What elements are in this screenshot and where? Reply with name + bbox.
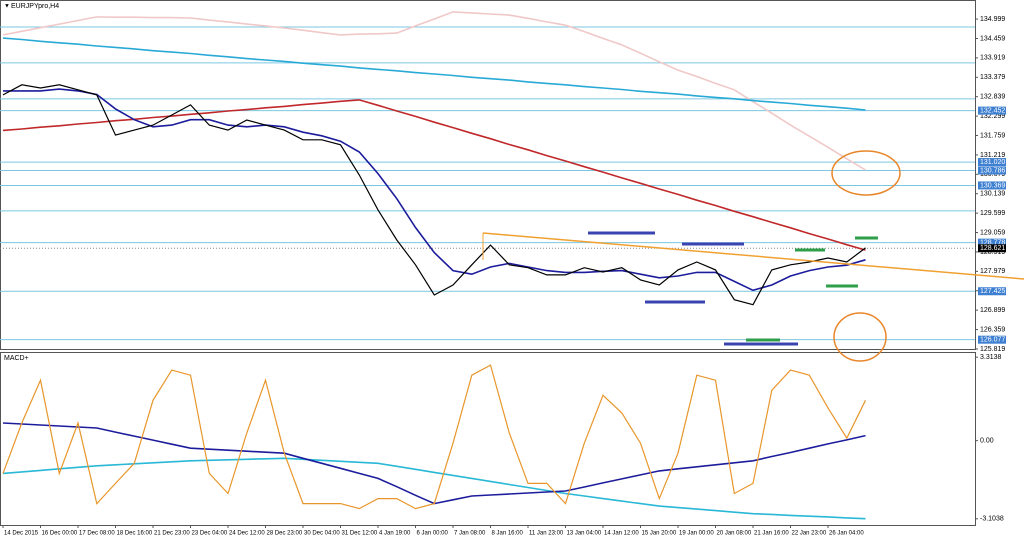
y-tick-label: 126.359 bbox=[980, 326, 1005, 333]
price-panel bbox=[0, 0, 976, 350]
x-tick-label: 17 Dec 08:00 bbox=[79, 531, 115, 537]
x-tick-label: 21 Dec 23:00 bbox=[154, 531, 190, 537]
y-tick-label: 134.999 bbox=[980, 16, 1005, 23]
x-tick-label: 11 Jan 23:00 bbox=[529, 531, 564, 537]
x-tick-label: 18 Dec 16:00 bbox=[117, 531, 153, 537]
level-label: 126.077 bbox=[980, 337, 1005, 344]
series-line bbox=[2, 37, 866, 111]
level-label: 128.778 bbox=[980, 239, 1005, 246]
series-line bbox=[2, 364, 867, 510]
annotations bbox=[482, 150, 1024, 362]
series-line bbox=[3, 88, 866, 292]
y-tick-label: 132.299 bbox=[980, 113, 1005, 120]
level-label: 130.369 bbox=[980, 182, 1005, 189]
highlight-ellipse bbox=[831, 150, 901, 196]
x-tick-label: 30 Dec 04:00 bbox=[304, 531, 340, 537]
y-tick-label: 3.3138 bbox=[980, 354, 1002, 361]
level-label-box bbox=[978, 158, 1006, 167]
level-label-box bbox=[978, 166, 1006, 175]
level-label: 131.020 bbox=[980, 159, 1005, 166]
y-tick-label: 125.819 bbox=[980, 346, 1005, 353]
x-tick-label: 6 Jan 00:00 bbox=[417, 531, 449, 537]
x-tick-label: 15 Jan 20:00 bbox=[642, 531, 677, 537]
x-tick-label: 28 Dec 23:00 bbox=[267, 531, 303, 537]
current-price-box bbox=[978, 244, 1006, 253]
x-tick-label: 16 Dec 00:00 bbox=[42, 531, 78, 537]
chart-title: EURJPYpro,H4 bbox=[11, 3, 59, 10]
level-label-box bbox=[978, 238, 1006, 247]
y-tick-label: 127.979 bbox=[980, 268, 1005, 275]
level-label-box bbox=[978, 106, 1006, 115]
trend-line bbox=[482, 232, 1024, 280]
x-tick-label: 13 Jan 04:00 bbox=[567, 531, 602, 537]
y-tick-label: 131.219 bbox=[980, 152, 1005, 159]
y-tick-label: 126.899 bbox=[980, 307, 1005, 314]
y-tick-label: 130.139 bbox=[980, 191, 1005, 198]
x-tick-label: 8 Jan 16:00 bbox=[492, 531, 524, 537]
y-tick-label: 132.839 bbox=[980, 94, 1005, 101]
y-tick-label: 130.679 bbox=[980, 171, 1005, 178]
x-tick-label: 20 Jan 08:00 bbox=[717, 531, 752, 537]
y-tick-label: 134.459 bbox=[980, 35, 1005, 42]
x-tick-label: 26 Jan 04:00 bbox=[829, 531, 864, 537]
y-tick-label: 133.379 bbox=[980, 74, 1005, 81]
x-tick-label: 22 Jan 23:00 bbox=[792, 531, 827, 537]
series-line bbox=[2, 11, 866, 171]
x-tick-label: 7 Jan 08:00 bbox=[454, 531, 486, 537]
series-line bbox=[2, 99, 866, 251]
level-label: 127.425 bbox=[980, 288, 1005, 295]
level-label-box bbox=[978, 335, 1006, 344]
series-line bbox=[2, 84, 866, 306]
highlight-ellipse bbox=[833, 312, 887, 362]
x-tick-label: 31 Dec 12:00 bbox=[342, 531, 378, 537]
y-tick-label: 129.599 bbox=[980, 210, 1005, 217]
menu-arrow: ▼ bbox=[4, 4, 10, 10]
y-tick-label: -3.1038 bbox=[980, 516, 1004, 523]
level-label-box bbox=[978, 287, 1006, 296]
y-tick-label: 0.00 bbox=[980, 437, 994, 444]
y-tick-label: 128.519 bbox=[980, 249, 1005, 256]
x-tick-label: 23 Dec 04:00 bbox=[192, 531, 228, 537]
x-tick-label: 14 Dec 2015 bbox=[4, 531, 39, 537]
x-tick-label: 19 Jan 00:00 bbox=[679, 531, 714, 537]
x-tick-label: 21 Jan 16:00 bbox=[754, 531, 789, 537]
x-tick-label: 4 Jan 19:00 bbox=[379, 531, 411, 537]
macd-panel bbox=[0, 352, 976, 526]
y-tick-label: 131.759 bbox=[980, 132, 1005, 139]
level-label: 130.786 bbox=[980, 167, 1005, 174]
x-tick-label: 14 Jan 12:00 bbox=[604, 531, 639, 537]
macd-title: MACD+ bbox=[4, 355, 29, 362]
current-price-label: 128.621 bbox=[980, 245, 1005, 252]
x-tick-label: 24 Dec 12:00 bbox=[229, 531, 265, 537]
y-tick-label: 129.059 bbox=[980, 229, 1005, 236]
y-tick-label: 133.919 bbox=[980, 55, 1005, 62]
level-label: 132.452 bbox=[980, 107, 1005, 114]
series-line bbox=[2, 457, 866, 520]
level-label-box bbox=[978, 181, 1006, 190]
